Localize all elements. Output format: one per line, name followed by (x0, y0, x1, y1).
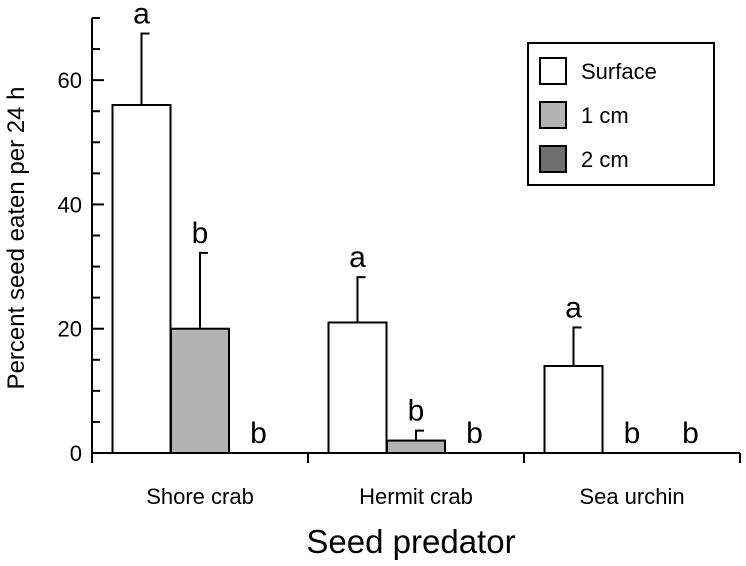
significance-label: b (466, 417, 483, 450)
legend-swatch (539, 57, 567, 85)
significance-label: a (349, 241, 366, 274)
y-tick-label: 20 (58, 317, 82, 342)
x-tick-label: Hermit crab (359, 484, 473, 509)
legend: Surface 1 cm 2 cm (527, 42, 715, 186)
legend-label: 2 cm (581, 147, 629, 172)
bar (111, 104, 172, 454)
legend-swatch (539, 145, 567, 173)
bar (170, 327, 230, 455)
legend-label: Surface (581, 59, 657, 84)
x-tick-label: Sea urchin (579, 484, 684, 509)
significance-label: a (565, 291, 582, 324)
y-axis-title: Percent seed eaten per 24 h (3, 87, 30, 390)
bars: a b b a b b a b b (111, 0, 699, 455)
y-tick-label: 0 (70, 441, 82, 466)
significance-label: b (408, 395, 425, 428)
y-tick-label: 40 (58, 192, 82, 217)
significance-label: a (133, 0, 150, 31)
significance-label: b (682, 417, 699, 450)
bar (386, 439, 446, 455)
significance-label: b (624, 417, 641, 450)
significance-label: b (250, 417, 267, 450)
legend-label: 1 cm (581, 103, 629, 128)
x-axis-title: Seed predator (306, 523, 515, 560)
x-tick-label: Shore crab (146, 484, 254, 509)
y-tick-label: 60 (58, 68, 82, 93)
legend-swatch (539, 101, 567, 129)
bar (543, 365, 604, 454)
bar (327, 321, 388, 454)
significance-label: b (192, 217, 209, 250)
